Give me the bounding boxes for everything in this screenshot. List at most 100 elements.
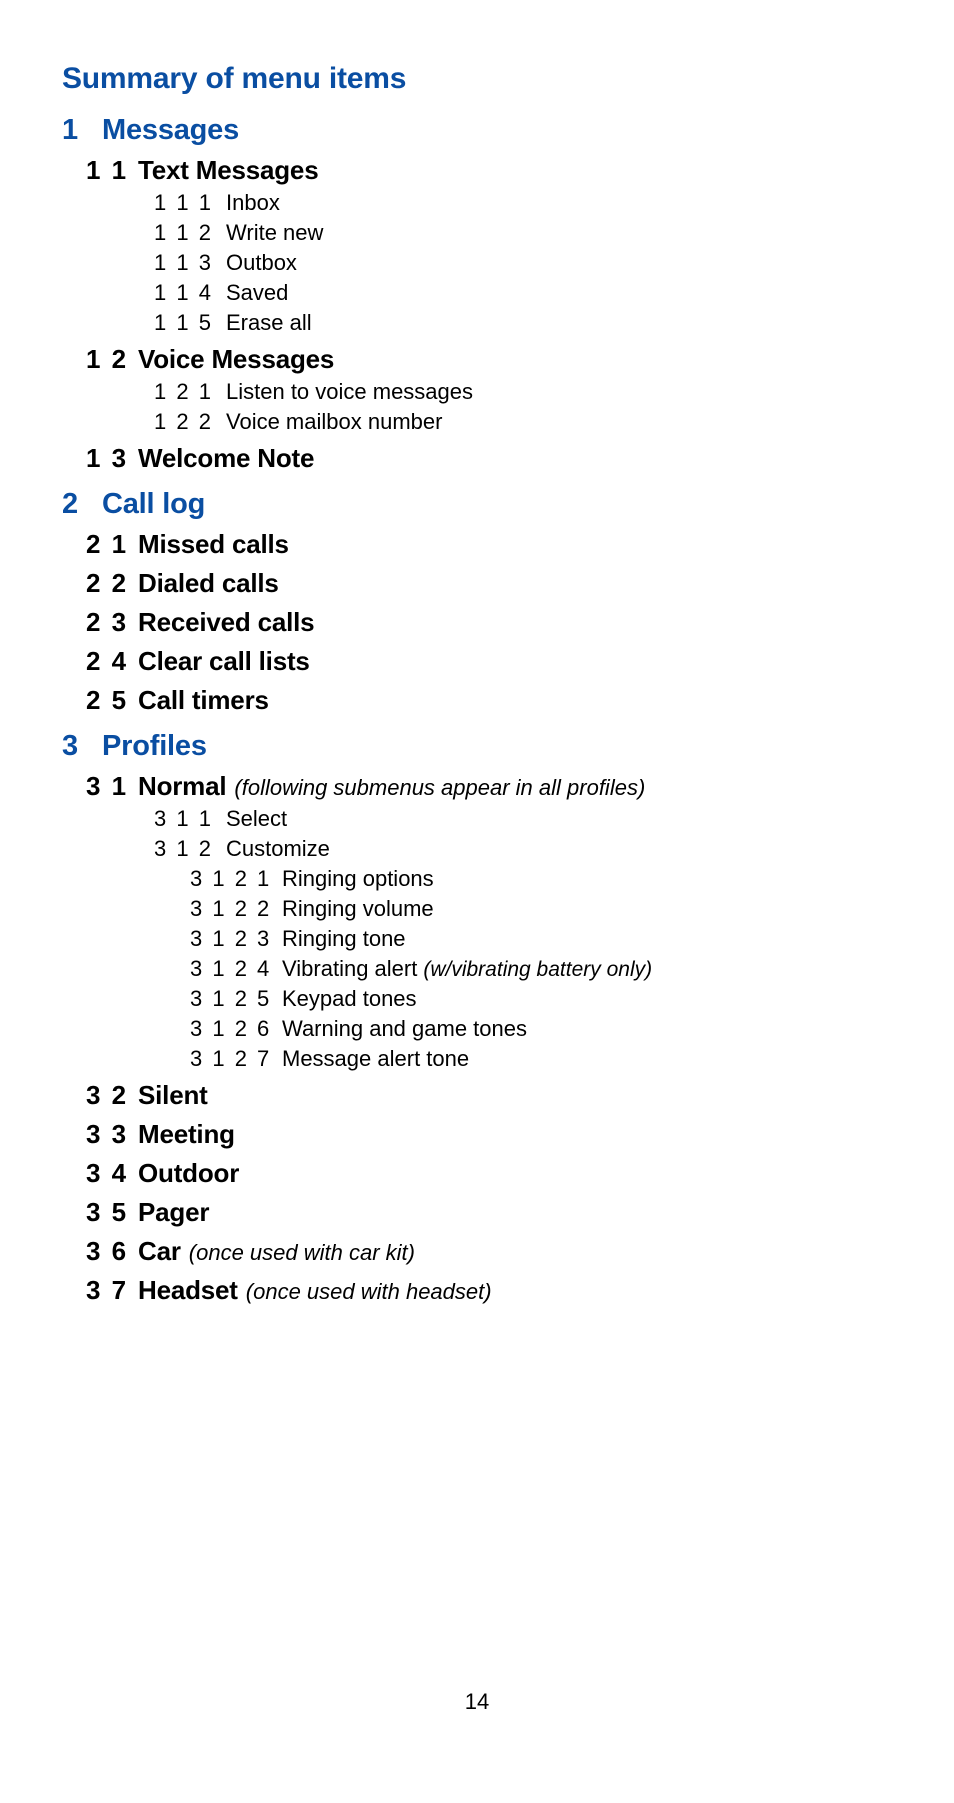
leaf-row: 1 1 2Write new [154, 220, 894, 246]
leaf2-row: 3 1 2 7Message alert tone [190, 1046, 894, 1072]
leaf-label: Select [226, 806, 287, 832]
subsection-label: Headset [138, 1275, 238, 1306]
leaf-row: 1 1 1Inbox [154, 190, 894, 216]
subsection-row: 2 5Call timers [86, 685, 894, 716]
subsection-label: Text Messages [138, 155, 318, 186]
subsection-row: 3 1Normal(following submenus appear in a… [86, 771, 894, 802]
section-row: 3Profiles [62, 730, 894, 763]
subsection-label: Silent [138, 1080, 208, 1111]
subsection-row: 3 5Pager [86, 1197, 894, 1228]
leaf-row: 3 1 2Customize [154, 836, 894, 862]
leaf2-number: 3 1 2 5 [190, 986, 282, 1012]
leaf2-number: 3 1 2 2 [190, 896, 282, 922]
leaf-number: 3 1 2 [154, 836, 226, 862]
leaf2-row: 3 1 2 5Keypad tones [190, 986, 894, 1012]
section-row: 1Messages [62, 114, 894, 147]
leaf-row: 1 2 1Listen to voice messages [154, 379, 894, 405]
subsection-number: 3 3 [86, 1119, 138, 1150]
leaf2-note: (w/vibrating battery only) [423, 958, 652, 982]
leaf-label: Inbox [226, 190, 280, 216]
leaf2-label: Warning and game tones [282, 1016, 527, 1042]
leaf-number: 3 1 1 [154, 806, 226, 832]
leaf-label: Saved [226, 280, 288, 306]
subsection-label: Dialed calls [138, 568, 279, 599]
subsection-label: Car [138, 1236, 181, 1267]
subsection-number: 2 4 [86, 646, 138, 677]
leaf-row: 1 1 4Saved [154, 280, 894, 306]
subsection-number: 2 1 [86, 529, 138, 560]
leaf-number: 1 1 5 [154, 310, 226, 336]
leaf2-label: Message alert tone [282, 1046, 469, 1072]
subsection-number: 3 1 [86, 771, 138, 802]
leaf2-number: 3 1 2 3 [190, 926, 282, 952]
section-row: 2Call log [62, 488, 894, 521]
leaf-label: Write new [226, 220, 323, 246]
subsection-label: Voice Messages [138, 344, 334, 375]
leaf-label: Voice mailbox number [226, 409, 442, 435]
subsection-label: Received calls [138, 607, 314, 638]
subsection-row: 3 6Car(once used with car kit) [86, 1236, 894, 1267]
page-number: 14 [0, 1689, 954, 1715]
subsection-number: 1 2 [86, 344, 138, 375]
subsection-label: Call timers [138, 685, 269, 716]
subsection-row: 2 2Dialed calls [86, 568, 894, 599]
subsection-row: 1 1Text Messages [86, 155, 894, 186]
subsection-note: (once used with headset) [246, 1279, 492, 1305]
subsection-number: 2 5 [86, 685, 138, 716]
leaf2-row: 3 1 2 4Vibrating alert(w/vibrating batte… [190, 956, 894, 982]
leaf-row: 3 1 1Select [154, 806, 894, 832]
page: Summary of menu items 1Messages1 1Text M… [0, 0, 954, 1803]
leaf-label: Listen to voice messages [226, 379, 473, 405]
subsection-label: Pager [138, 1197, 209, 1228]
leaf-number: 1 1 3 [154, 250, 226, 276]
subsection-number: 1 1 [86, 155, 138, 186]
leaf-label: Outbox [226, 250, 297, 276]
subsection-row: 3 3Meeting [86, 1119, 894, 1150]
leaf2-number: 3 1 2 7 [190, 1046, 282, 1072]
leaf-row: 1 2 2Voice mailbox number [154, 409, 894, 435]
leaf-label: Erase all [226, 310, 312, 336]
leaf2-label: Ringing volume [282, 896, 434, 922]
subsection-number: 3 7 [86, 1275, 138, 1306]
subsection-label: Clear call lists [138, 646, 310, 677]
leaf-row: 1 1 3Outbox [154, 250, 894, 276]
leaf2-row: 3 1 2 3Ringing tone [190, 926, 894, 952]
subsection-label: Welcome Note [138, 443, 314, 474]
leaf2-number: 3 1 2 4 [190, 956, 282, 982]
subsection-label: Normal [138, 771, 226, 802]
leaf2-number: 3 1 2 6 [190, 1016, 282, 1042]
subsection-row: 1 3Welcome Note [86, 443, 894, 474]
subsection-number: 3 5 [86, 1197, 138, 1228]
leaf2-label: Vibrating alert [282, 956, 417, 982]
leaf-number: 1 1 1 [154, 190, 226, 216]
subsection-row: 3 4Outdoor [86, 1158, 894, 1189]
section-label: Call log [102, 488, 205, 521]
leaf2-label: Ringing tone [282, 926, 406, 952]
subsection-number: 3 4 [86, 1158, 138, 1189]
section-number: 1 [62, 114, 102, 147]
section-number: 2 [62, 488, 102, 521]
leaf2-label: Ringing options [282, 866, 434, 892]
leaf2-label: Keypad tones [282, 986, 417, 1012]
leaf-number: 1 2 1 [154, 379, 226, 405]
subsection-number: 2 2 [86, 568, 138, 599]
leaf-row: 1 1 5Erase all [154, 310, 894, 336]
subsection-row: 2 1Missed calls [86, 529, 894, 560]
subsection-number: 3 2 [86, 1080, 138, 1111]
subsection-number: 3 6 [86, 1236, 138, 1267]
subsection-row: 2 4Clear call lists [86, 646, 894, 677]
leaf2-number: 3 1 2 1 [190, 866, 282, 892]
leaf2-row: 3 1 2 2Ringing volume [190, 896, 894, 922]
subsection-label: Outdoor [138, 1158, 239, 1189]
leaf-number: 1 2 2 [154, 409, 226, 435]
subsection-row: 3 2Silent [86, 1080, 894, 1111]
leaf-label: Customize [226, 836, 330, 862]
section-label: Profiles [102, 730, 207, 763]
subsection-row: 3 7Headset (once used with headset) [86, 1275, 894, 1306]
leaf2-row: 3 1 2 6Warning and game tones [190, 1016, 894, 1042]
subsection-label: Missed calls [138, 529, 289, 560]
menu-tree: 1Messages1 1Text Messages1 1 1Inbox1 1 2… [62, 114, 894, 1306]
section-number: 3 [62, 730, 102, 763]
subsection-row: 1 2Voice Messages [86, 344, 894, 375]
subsection-number: 2 3 [86, 607, 138, 638]
